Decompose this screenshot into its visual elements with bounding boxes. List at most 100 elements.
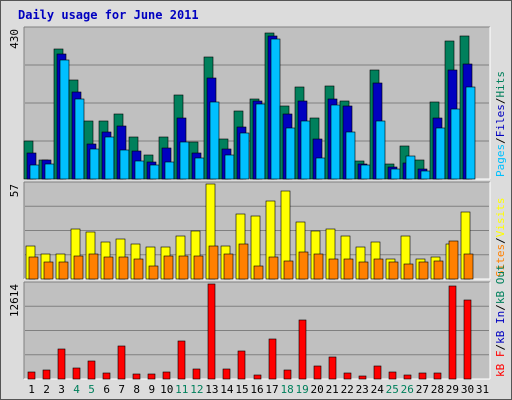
x-tick-label-day-3: 3 [58,383,65,396]
bar-sites-day-1 [28,256,39,280]
bar-kb-f-day-9 [147,373,156,380]
x-tick-label-day-11: 11 [175,383,188,396]
bar-kb-f-day-25 [388,371,397,380]
x-tick-label-day-8: 8 [133,383,140,396]
legend-entry: Pages [494,144,507,177]
bar-kb-f-day-17 [268,338,277,380]
legend-entry: kB In [494,311,507,344]
bar-pages-day-7 [119,149,130,180]
y-max-label: 57 [8,184,21,197]
x-tick-label-day-25: 25 [386,383,399,396]
bar-kb-f-day-19 [298,319,307,380]
bar-sites-day-4 [73,255,84,280]
x-tick-label-day-1: 1 [28,383,35,396]
bar-pages-day-18 [285,127,296,180]
legend-entry: Hits [494,71,507,98]
bar-pages-day-22 [345,131,356,180]
bar-pages-day-9 [149,164,160,180]
bar-sites-day-8 [133,258,144,280]
x-tick-label-day-16: 16 [250,383,263,396]
bar-kb-f-day-15 [237,350,246,380]
bar-sites-day-2 [43,261,54,280]
bar-sites-day-16 [253,265,264,280]
bar-kb-f-day-5 [87,360,96,380]
bar-kb-f-day-3 [57,348,66,380]
panel-legend: kB F/kB In/kB Out [494,264,507,377]
bar-pages-day-16 [255,103,266,180]
bar-kb-f-day-12 [192,368,201,380]
bar-pages-day-29 [450,108,461,180]
x-tick-label-day-31: 31 [476,383,489,396]
bar-pages-day-11 [179,141,190,180]
bar-kb-f-day-6 [102,372,111,380]
bar-pages-day-8 [134,160,145,180]
bar-pages-day-20 [315,157,326,180]
bar-pages-day-30 [465,86,476,180]
bar-sites-day-24 [373,258,384,280]
bar-pages-day-5 [89,148,100,180]
bar-sites-day-14 [223,253,234,280]
bar-sites-day-28 [433,260,444,280]
x-tick-label-day-2: 2 [43,383,50,396]
x-tick-label-day-14: 14 [220,383,234,396]
legend-entry: / [494,137,507,144]
x-tick-label-day-15: 15 [235,383,248,396]
bar-sites-day-11 [178,255,189,280]
bar-pages-day-28 [435,127,446,180]
bar-sites-day-22 [343,258,354,280]
panel-legend: Sites/Visits [494,198,507,278]
bar-sites-day-7 [118,256,129,280]
x-tick-label-day-6: 6 [103,383,110,396]
x-tick-label-day-18: 18 [280,383,293,396]
bar-kb-f-day-30 [463,299,472,380]
bar-kb-f-day-20 [313,365,322,380]
bar-pages-day-3 [59,59,70,180]
x-tick-label-day-27: 27 [416,383,429,396]
y-max-label: 12614 [8,284,21,317]
bar-sites-day-6 [103,256,114,280]
x-tick-label-day-12: 12 [190,383,203,396]
bar-sites-day-26 [403,263,414,280]
bar-kb-f-day-13 [207,283,216,380]
x-tick-label-day-10: 10 [160,383,173,396]
bar-sites-day-20 [313,253,324,280]
panel-legend: Pages/Files/Hits [494,71,507,177]
y-max-label: 430 [8,29,21,49]
bar-kb-f-day-22 [343,372,352,380]
x-tick-label-day-17: 17 [265,383,278,396]
x-tick-label-day-29: 29 [446,383,459,396]
bar-kb-f-day-16 [253,374,262,380]
bar-pages-day-26 [405,155,416,180]
legend-entry: Files [494,104,507,137]
legend-entry: / [494,344,507,351]
panel-visits-sites: 57 Sites/Visits [8,181,507,280]
x-tick-label-day-26: 26 [401,383,414,396]
legend-entry: kB Out [494,264,507,304]
x-tick-label-day-24: 24 [371,383,385,396]
bar-pages-day-12 [194,157,205,180]
x-tick-label-day-5: 5 [88,383,95,396]
legend-entry: Visits [494,198,507,238]
bar-kb-f-day-4 [72,367,81,380]
bar-kb-f-day-10 [162,371,171,380]
bar-pages-day-25 [390,168,401,180]
x-tick-label-day-9: 9 [148,383,155,396]
bar-kb-f-day-7 [117,345,126,380]
bar-pages-day-21 [330,104,341,180]
bar-pages-day-6 [104,136,115,180]
bar-kb-f-day-26 [403,374,412,380]
bar-pages-day-13 [209,101,220,180]
bar-sites-day-17 [268,256,279,280]
legend-entry: kB F [494,351,507,378]
bar-sites-day-13 [208,245,219,280]
x-tick-label-day-21: 21 [326,383,339,396]
bar-sites-day-29 [448,240,459,280]
x-tick-label-day-7: 7 [118,383,125,396]
x-tick-label-day-4: 4 [73,383,80,396]
bar-kb-f-day-11 [177,340,186,380]
bar-sites-day-19 [298,251,309,280]
bar-sites-day-25 [388,261,399,280]
